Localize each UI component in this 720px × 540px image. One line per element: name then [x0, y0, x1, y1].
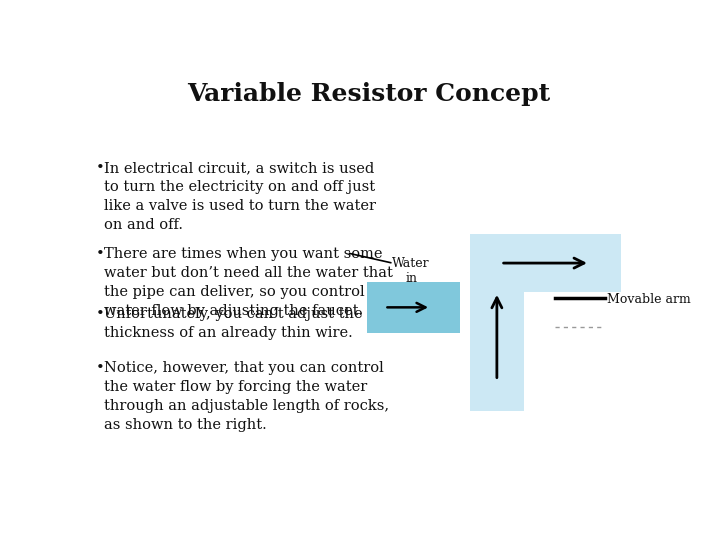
Text: Water
in: Water in	[392, 257, 430, 285]
Text: •: •	[96, 307, 105, 321]
Text: In electrical circuit, a switch is used
to turn the electricity on and off just
: In electrical circuit, a switch is used …	[104, 161, 376, 232]
Text: •: •	[96, 361, 105, 375]
Bar	[469, 234, 524, 411]
Text: Movable arm: Movable arm	[607, 293, 690, 306]
Text: Notice, however, that you can control
the water flow by forcing the water
throug: Notice, however, that you can control th…	[104, 361, 389, 432]
Text: Variable Resistor Concept: Variable Resistor Concept	[187, 82, 551, 106]
Bar	[469, 234, 621, 292]
Text: There are times when you want some
water but don’t need all the water that
the p: There are times when you want some water…	[104, 247, 393, 318]
Text: •: •	[96, 161, 105, 175]
Text: Unfortunately, you can’t adjust the
thickness of an already thin wire.: Unfortunately, you can’t adjust the thic…	[104, 307, 363, 340]
Text: •: •	[96, 247, 105, 261]
Bar	[367, 282, 459, 333]
